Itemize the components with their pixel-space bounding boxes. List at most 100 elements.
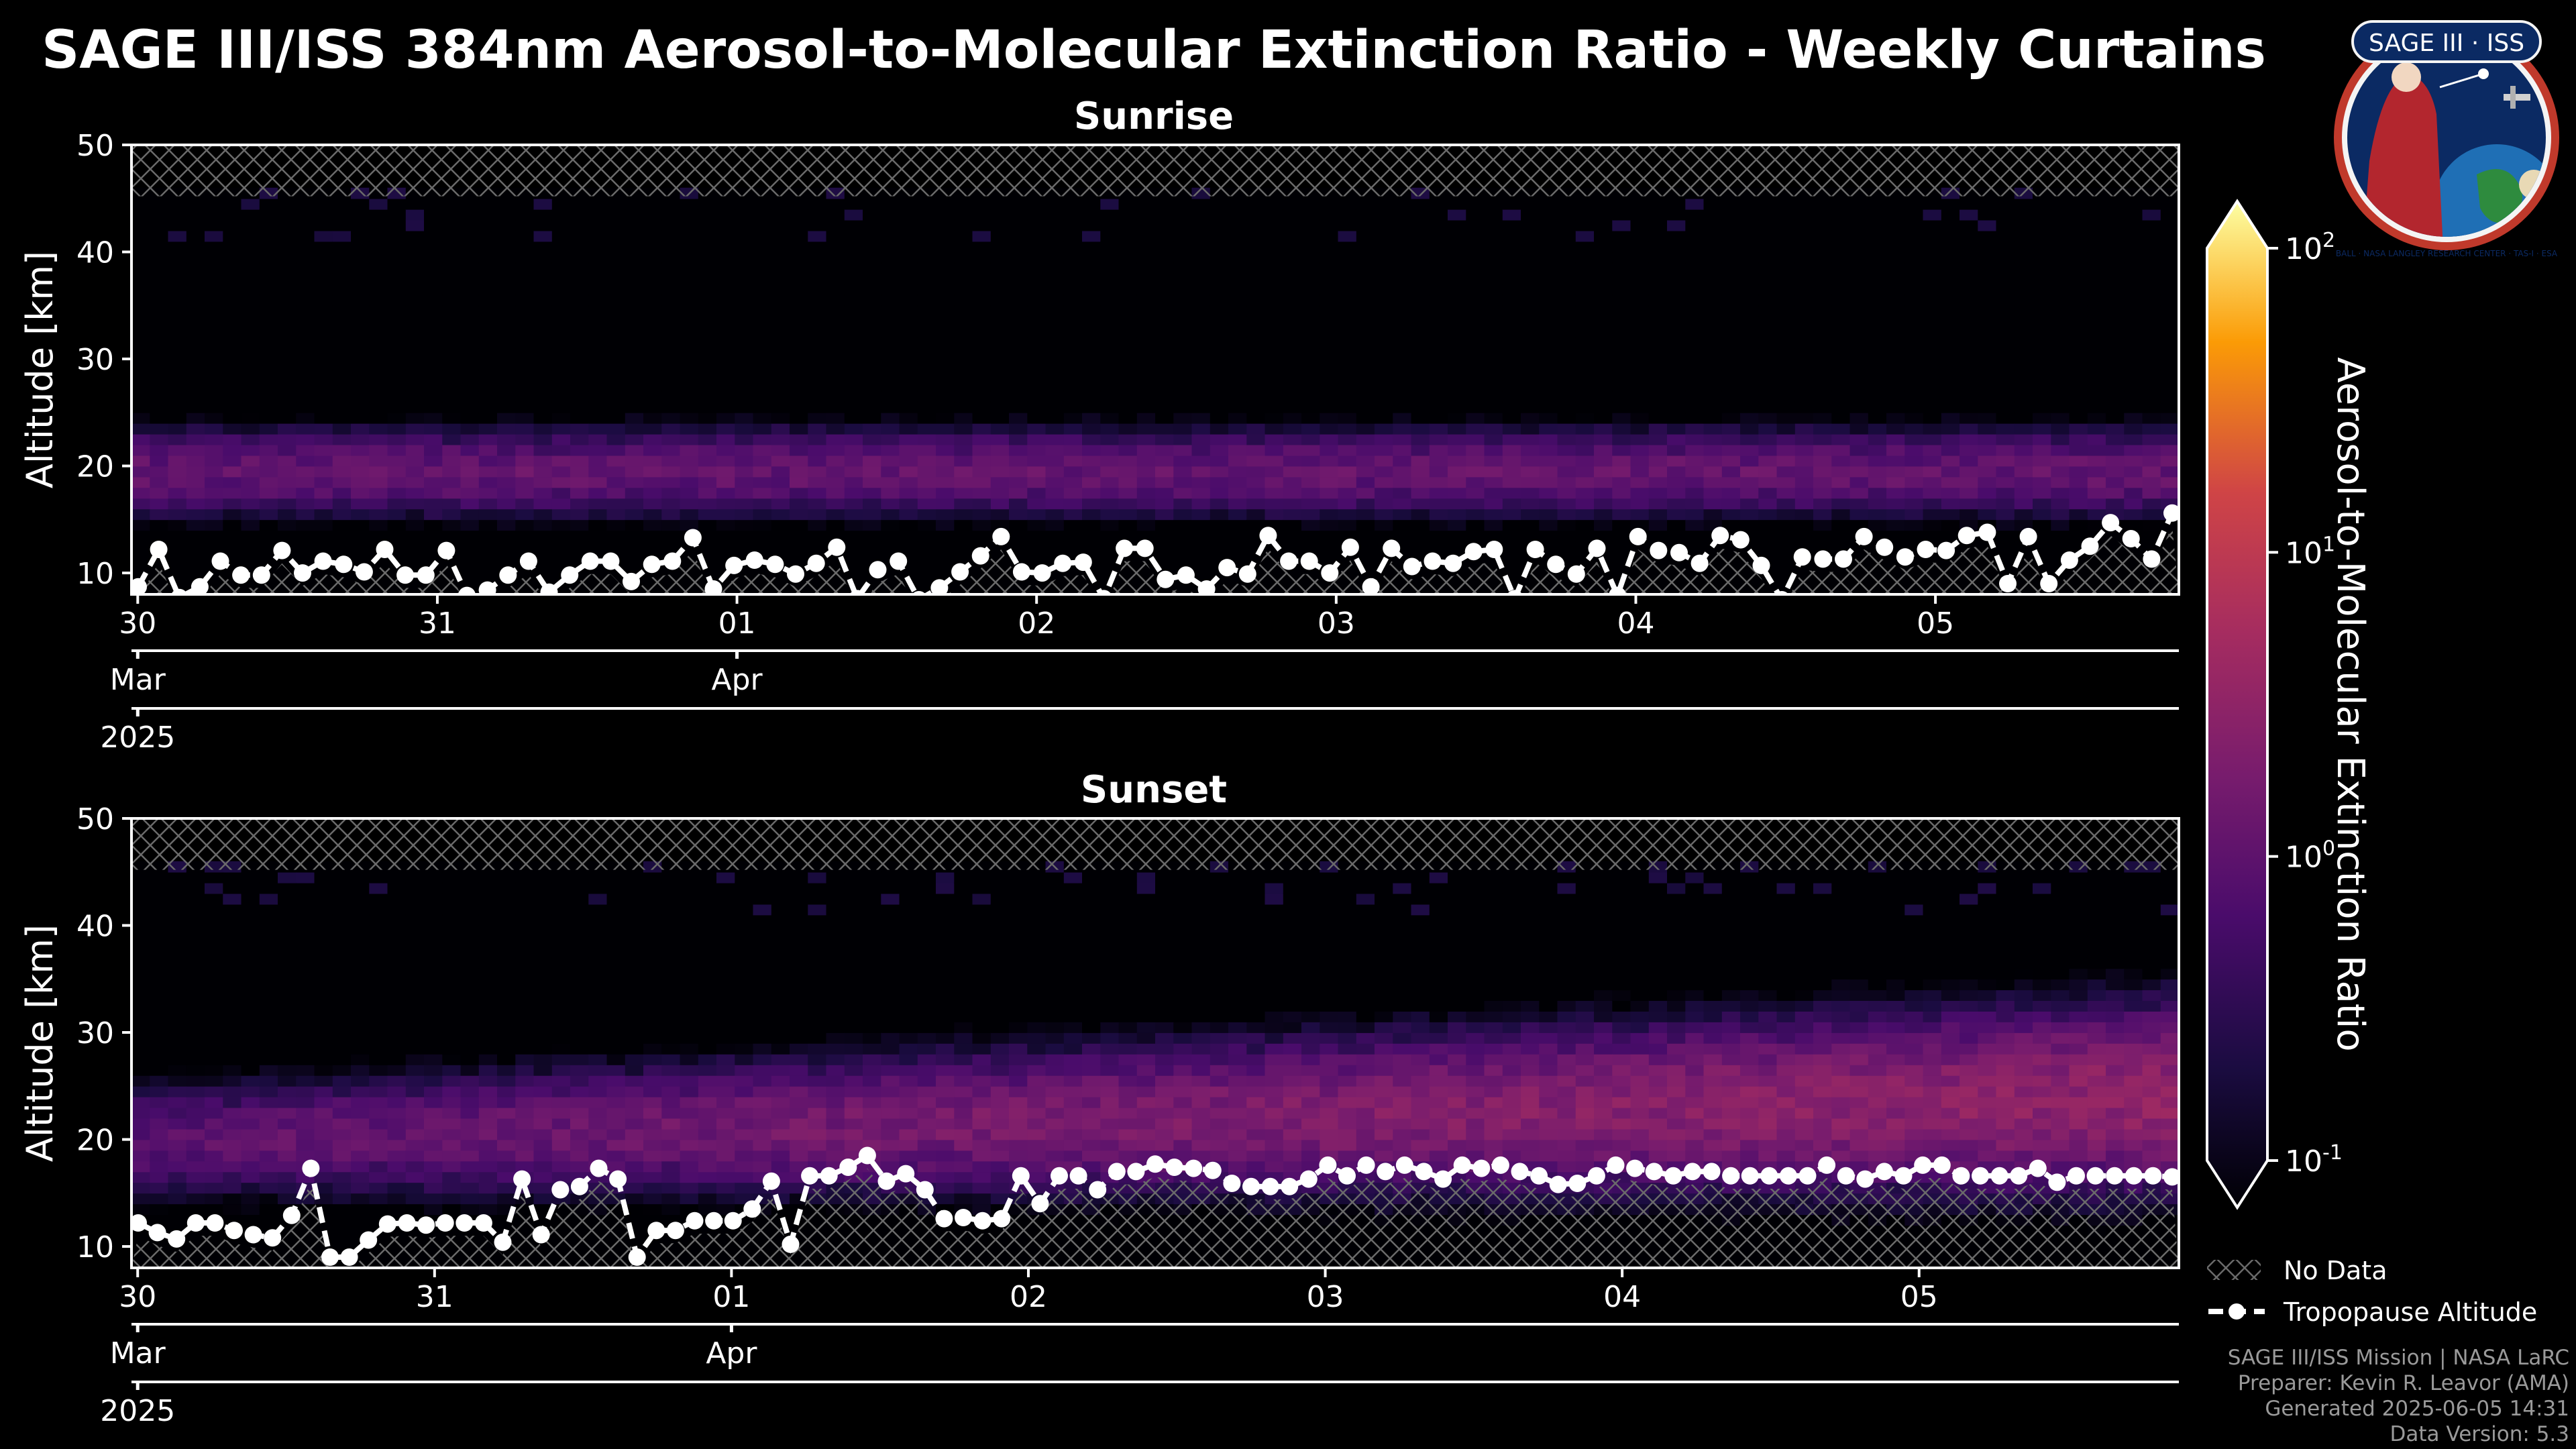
heatmap-cell xyxy=(606,487,626,499)
heatmap-cell xyxy=(808,219,827,231)
heatmap-cell xyxy=(369,1085,388,1097)
heatmap-cell xyxy=(2033,348,2052,360)
heatmap-cell xyxy=(1393,476,1412,488)
heatmap-cell xyxy=(1063,219,1083,231)
heatmap-cell xyxy=(1375,219,1394,231)
heatmap-cell xyxy=(790,241,809,253)
heatmap-cell xyxy=(1758,327,1778,338)
heatmap-cell xyxy=(405,241,425,253)
heatmap-cell xyxy=(1923,390,1942,402)
heatmap-cell xyxy=(515,359,535,370)
heatmap-cell xyxy=(735,262,754,274)
heatmap-cell xyxy=(387,1161,407,1173)
heatmap-cell xyxy=(771,487,790,499)
heatmap-cell xyxy=(296,219,315,231)
x-year-tick-label: 2025 xyxy=(100,720,175,755)
tropopause-point xyxy=(704,580,722,594)
heatmap-cell xyxy=(1703,466,1723,478)
heatmap-cell xyxy=(351,487,370,499)
heatmap-cell xyxy=(1411,455,1430,467)
heatmap-cell xyxy=(259,1085,278,1097)
heatmap-cell xyxy=(314,1182,333,1194)
heatmap-cell xyxy=(205,968,224,980)
heatmap-cell xyxy=(1575,327,1595,338)
heatmap-cell xyxy=(497,370,517,381)
heatmap-cell xyxy=(1721,423,1741,435)
heatmap-cell xyxy=(387,519,407,531)
heatmap-cell xyxy=(1466,241,1485,253)
heatmap-cell xyxy=(1776,316,1796,327)
heatmap-cell xyxy=(1283,252,1302,264)
heatmap-cell xyxy=(826,498,845,510)
heatmap-cell xyxy=(1740,370,1760,381)
heatmap-cell xyxy=(1356,219,1375,231)
heatmap-cell xyxy=(186,882,205,894)
heatmap-cell xyxy=(186,1171,205,1183)
heatmap-cell xyxy=(278,370,297,381)
heatmap-cell xyxy=(1191,455,1211,467)
heatmap-cell xyxy=(1849,487,1869,499)
heatmap-cell xyxy=(278,476,297,488)
heatmap-cell xyxy=(1868,262,1887,274)
heatmap-cell xyxy=(1557,316,1576,327)
heatmap-cell xyxy=(844,530,863,542)
heatmap-cell xyxy=(2160,294,2179,307)
heatmap-cell xyxy=(259,337,278,349)
heatmap-cell xyxy=(1191,466,1211,478)
heatmap-cell xyxy=(2142,401,2161,413)
heatmap-cell xyxy=(424,466,443,478)
heatmap-cell xyxy=(223,1171,242,1183)
heatmap-cell xyxy=(1886,498,1906,510)
heatmap-cell xyxy=(1996,455,2015,467)
heatmap-cell xyxy=(515,519,535,531)
heatmap-cell xyxy=(1960,294,1979,307)
heatmap-cell xyxy=(551,316,571,327)
heatmap-cell xyxy=(1831,273,1851,285)
heatmap-cell xyxy=(1191,305,1211,317)
heatmap-cell xyxy=(424,327,443,338)
heatmap-cell xyxy=(990,316,1010,327)
heatmap-cell xyxy=(643,337,663,349)
heatmap-cell xyxy=(1557,508,1576,521)
heatmap-cell xyxy=(606,508,626,521)
heatmap-cell xyxy=(826,412,845,424)
heatmap-cell xyxy=(241,370,260,381)
heatmap-cell xyxy=(1794,348,1814,360)
heatmap-cell xyxy=(625,401,644,413)
heatmap-cell xyxy=(1429,337,1448,349)
heatmap-cell xyxy=(2051,444,2070,456)
heatmap-cell xyxy=(205,1161,224,1173)
heatmap-cell xyxy=(753,327,772,338)
heatmap-cell xyxy=(1228,508,1248,521)
heatmap-cell xyxy=(259,968,278,980)
heatmap-cell xyxy=(844,423,863,435)
heatmap-cell xyxy=(1868,466,1887,478)
heatmap-cell xyxy=(606,252,626,264)
heatmap-cell xyxy=(551,348,571,360)
heatmap-cell xyxy=(387,1150,407,1162)
heatmap-cell xyxy=(1429,423,1448,435)
heatmap-cell xyxy=(168,455,187,467)
heatmap-cell xyxy=(1502,530,1521,542)
heatmap-cell xyxy=(826,444,845,456)
heatmap-cell xyxy=(1630,241,1650,253)
heatmap-cell xyxy=(1557,252,1576,264)
heatmap-cell xyxy=(826,455,845,467)
heatmap-cell xyxy=(533,348,553,360)
tropopause-point xyxy=(1485,541,1503,558)
logo-ring-text: BALL · NASA LANGLEY RESEARCH CENTER · TA… xyxy=(2336,249,2558,258)
heatmap-cell xyxy=(405,1203,425,1216)
heatmap-cell xyxy=(150,1022,169,1033)
heatmap-cell xyxy=(1941,519,1960,531)
heatmap-cell xyxy=(936,498,955,510)
heatmap-cell xyxy=(497,348,517,360)
heatmap-cell xyxy=(1612,519,1631,531)
heatmap-cell xyxy=(278,423,297,435)
heatmap-cell xyxy=(1776,466,1796,478)
heatmap-cell xyxy=(1338,412,1357,424)
heatmap-cell xyxy=(1721,401,1741,413)
heatmap-cell xyxy=(1155,541,1175,552)
heatmap-cell xyxy=(351,1128,370,1140)
heatmap-cell xyxy=(1831,370,1851,381)
heatmap-cell xyxy=(954,273,973,285)
